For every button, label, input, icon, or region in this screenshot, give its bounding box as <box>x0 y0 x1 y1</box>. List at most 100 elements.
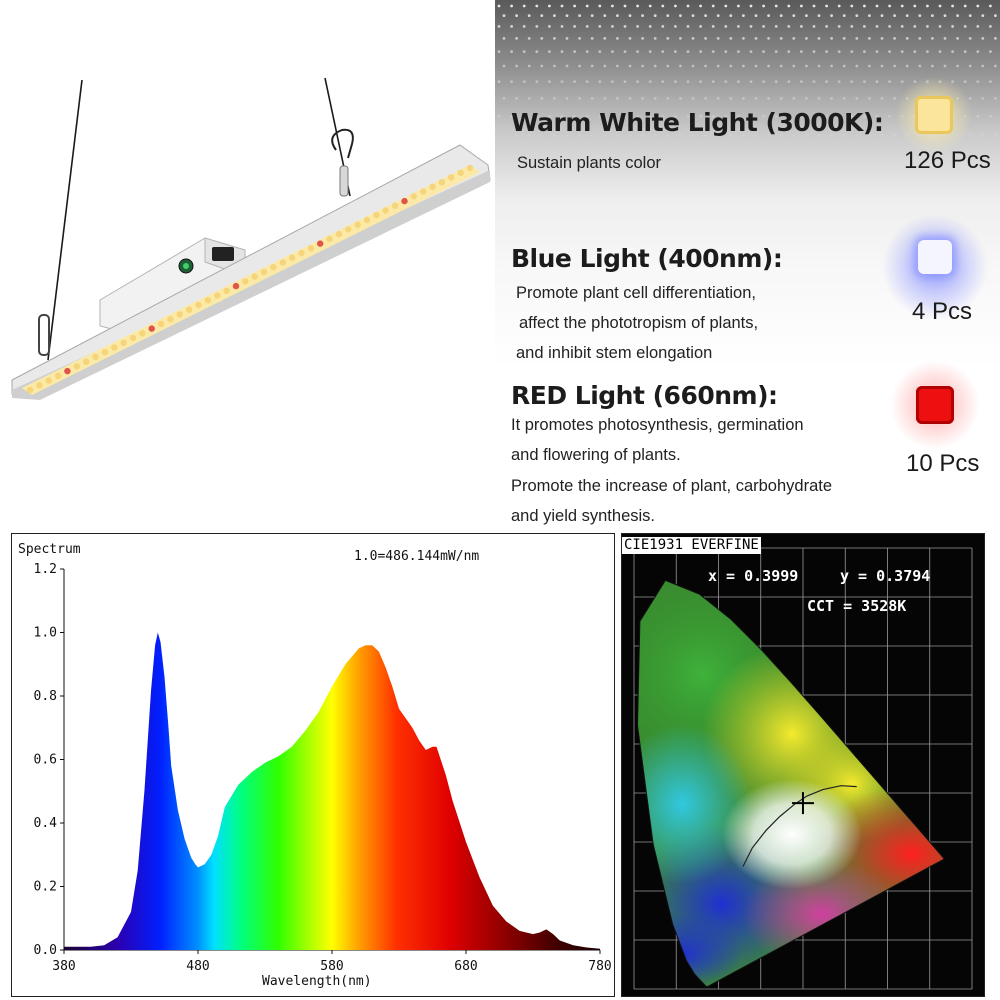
bar-led-dot <box>251 273 258 280</box>
led-array-dot <box>931 37 934 40</box>
spectrum-annotation: 1.0=486.144mW/nm <box>354 549 479 564</box>
led-array-dot <box>674 4 677 8</box>
led-array-dot <box>573 115 576 118</box>
bar-led-dot <box>176 311 183 318</box>
led-array-dot <box>749 4 753 8</box>
led-array-dot <box>830 37 833 40</box>
bar-led-dot <box>232 282 240 290</box>
bar-led-dot <box>214 292 221 299</box>
led-array-dot <box>674 25 677 28</box>
led-array-dot <box>648 80 652 83</box>
led-array-dot <box>779 97 783 100</box>
led-array-dot <box>863 4 866 8</box>
led-array-dot <box>686 25 690 28</box>
led-array-dot <box>598 115 602 118</box>
led-array-dot <box>691 37 695 40</box>
led-array-dot <box>699 50 702 53</box>
led-array-dot <box>963 4 967 8</box>
led-array-dot <box>837 80 841 83</box>
bar-led-dot <box>326 235 333 243</box>
led-array-dot <box>611 25 614 28</box>
led-array-dot <box>905 37 909 40</box>
led-array-dot <box>981 64 985 68</box>
led-array-dot <box>641 14 644 17</box>
led-array-dot <box>661 50 665 53</box>
led-array-dot <box>560 4 564 8</box>
spectrum-y-tick-label: 1.0 <box>34 626 57 641</box>
led-array-dot <box>943 14 947 17</box>
led-array-dot <box>875 50 879 53</box>
bar-led-dot <box>429 183 436 191</box>
led-array-dot <box>913 4 917 8</box>
led-array-dot <box>628 64 632 68</box>
led-array-dot <box>963 50 967 53</box>
led-array-dot <box>742 134 745 138</box>
led-array-dot <box>742 37 745 40</box>
spectrum-y-tick-label: 0.4 <box>34 816 58 831</box>
led-array-dot <box>716 64 720 68</box>
led-array-dot <box>850 4 854 8</box>
led-array-dot <box>711 50 715 53</box>
led-array-dot <box>598 50 602 53</box>
led-array-dot <box>888 115 891 118</box>
led-array-dot <box>981 14 985 17</box>
led-array-dot <box>598 4 602 8</box>
led-array-dot <box>976 80 980 83</box>
spectrum-x-tick-label: 380 <box>52 959 75 974</box>
led-array-dot <box>724 4 728 8</box>
led-array-dot <box>779 14 783 17</box>
led-array-dot <box>578 37 581 40</box>
led-array-dot <box>497 115 501 118</box>
led-array-dot <box>729 64 733 68</box>
led-array-dot <box>548 25 551 28</box>
bar-led-dot <box>345 226 352 233</box>
led-array-dot <box>553 64 556 68</box>
led-array-dot <box>653 134 657 138</box>
led-array-dot <box>590 14 594 17</box>
led-array-dot <box>737 25 740 28</box>
spectrum-y-tick-label: 0.6 <box>34 753 57 768</box>
led-array-dot <box>497 80 501 83</box>
led-array-dot <box>497 50 501 53</box>
led-array-dot <box>943 64 947 68</box>
led-array-dot <box>754 14 758 17</box>
led-array-dot <box>918 37 922 40</box>
led-array-dot <box>994 64 997 68</box>
led-array-dot <box>931 64 934 68</box>
led-array-dot <box>724 25 728 28</box>
led-array-dot <box>855 37 859 40</box>
led-array-dot <box>648 115 652 118</box>
led-array-dot <box>653 37 657 40</box>
led-array-dot <box>535 25 539 28</box>
led-array-dot <box>800 115 803 118</box>
led-array-dot <box>636 25 639 28</box>
led-array-dot <box>515 134 518 138</box>
led-array-dot <box>968 134 972 138</box>
led-array-dot <box>616 37 619 40</box>
led-array-dot <box>724 115 728 118</box>
led-array-dot <box>875 115 879 118</box>
warm-led-count: 126 Pcs <box>904 147 991 174</box>
led-array-dot <box>792 37 796 40</box>
led-array-dot <box>573 80 576 83</box>
spectral-locus-outline <box>636 579 946 988</box>
led-array-dot <box>497 4 501 8</box>
bar-led-dot <box>26 386 34 394</box>
red-light-desc-2: and flowering of plants. <box>511 446 681 464</box>
led-array-dot <box>616 134 619 138</box>
bar-led-dot <box>223 287 230 294</box>
led-array-dot <box>716 37 720 40</box>
led-array-dot <box>875 80 879 83</box>
led-array-dot <box>704 14 707 17</box>
led-array-dot <box>868 64 871 68</box>
led-array-dot <box>800 25 803 28</box>
led-array-dot <box>548 80 551 83</box>
led-array-dot <box>560 50 564 53</box>
cie-x-readout: x = 0.3999 <box>708 567 799 585</box>
spectrum-x-tick-label: 580 <box>320 959 343 974</box>
warm-light-desc-1: Sustain plants color <box>517 154 661 172</box>
led-array-dot <box>968 64 972 68</box>
led-array-dot <box>628 37 632 40</box>
led-array-dot <box>686 4 690 8</box>
led-array-dot <box>641 64 644 68</box>
